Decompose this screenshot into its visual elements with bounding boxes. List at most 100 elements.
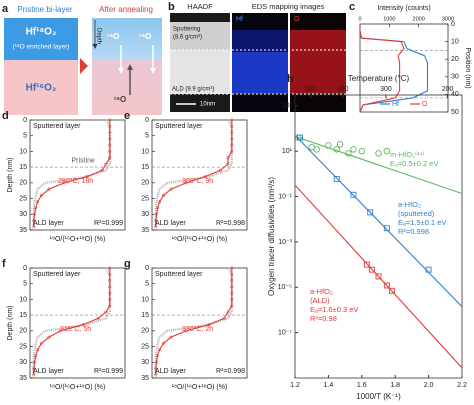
series-annotation: Eₐ=0.5±0.2 eV	[390, 159, 438, 168]
y-tick-label: 10³	[282, 103, 293, 110]
y-tick-label: 30	[19, 359, 27, 366]
y-tick-label: 0	[145, 265, 149, 272]
y-tick-label: 15	[19, 164, 27, 171]
data-point	[363, 261, 370, 268]
hf-band	[232, 30, 288, 52]
y-tick-label: 10	[141, 148, 149, 155]
layer-bottom	[4, 60, 78, 115]
arrow-label: ¹⁸O	[107, 32, 120, 41]
y-tick-label: 10	[141, 296, 149, 303]
panel-title: Pristine bi-layer	[17, 5, 72, 14]
arrowhead	[150, 68, 156, 74]
y-tick-label: 5	[145, 281, 149, 288]
y-tick-label: 35	[19, 375, 27, 382]
series-annotation: Eₐ=1.6±0.3 eV	[310, 305, 358, 314]
y-tick-label: 0	[451, 21, 455, 28]
data-point	[47, 187, 51, 191]
data-point	[36, 348, 40, 352]
data-point	[62, 181, 66, 185]
data-point	[108, 279, 112, 283]
data-point	[230, 285, 234, 289]
data-point	[108, 291, 112, 295]
x-tick-label: 1.6	[357, 382, 367, 389]
x2-tick-label: 200	[442, 86, 454, 93]
data-point	[333, 146, 341, 153]
arrow	[80, 58, 88, 74]
top-label: Sputtered layer	[33, 123, 81, 130]
series-annotation: m-HfO₂⁽²⁴⁾	[390, 150, 425, 159]
y-tick-label: 25	[141, 343, 149, 350]
data-point	[108, 297, 112, 301]
r2: R²=0.998	[216, 368, 245, 375]
y-axis-label: Depth (nm)	[7, 305, 14, 340]
x-tick-label: 1.4	[324, 382, 334, 389]
x-tick-label: 1000	[383, 16, 395, 22]
plot-frame	[29, 119, 126, 231]
x-tick-label: 0	[358, 16, 361, 22]
data-point	[375, 273, 382, 280]
bottom-label: ALD layer	[155, 368, 186, 375]
data-point	[230, 131, 234, 135]
scale-label: 10nm	[200, 102, 215, 108]
map-label: Hf	[236, 16, 243, 23]
data-point	[230, 297, 234, 301]
condition: 300°C, 9h	[182, 177, 213, 185]
data-point	[169, 335, 173, 339]
x-tick-label: 2.2	[457, 382, 467, 389]
y-tick-label: 15	[141, 164, 149, 171]
plot-frame	[359, 23, 449, 113]
panel-letter: b	[168, 1, 175, 13]
y-tick-label: 10⁻¹	[278, 193, 292, 200]
data-point	[155, 354, 159, 358]
arrowhead	[92, 44, 98, 49]
fit-line	[295, 135, 462, 195]
data-point	[104, 162, 108, 166]
x-axis-label: 1000/T (K⁻¹)	[356, 392, 401, 401]
data-point	[108, 131, 112, 135]
series-annotation: (sputtered)	[398, 209, 435, 218]
series-annotation: (ALD)	[310, 296, 330, 305]
data-point	[39, 193, 43, 197]
y-tick-label: 10⁻⁵	[278, 284, 292, 291]
data-point	[34, 206, 38, 210]
r2: R²=0.999	[94, 220, 123, 227]
data-point	[222, 316, 226, 320]
x-tick-label: 2.0	[424, 382, 434, 389]
layer-label: Hf¹⁸O₂	[26, 27, 57, 38]
data-point	[32, 367, 36, 371]
bottom-label: ALD layer	[33, 220, 64, 227]
data-point	[230, 266, 234, 270]
data-point	[158, 348, 162, 352]
y-tick-label: 35	[141, 375, 149, 382]
data-point	[184, 329, 188, 333]
data-point	[47, 335, 51, 339]
legend-label: O	[422, 101, 428, 108]
y-tick-label: 10	[19, 148, 27, 155]
y-tick-label: 20	[19, 180, 27, 187]
data-point	[104, 310, 108, 314]
data-point	[230, 272, 234, 276]
data-point	[158, 200, 162, 204]
data-point	[33, 360, 37, 364]
x-tick-label: 1.2	[290, 382, 300, 389]
condition: 315°C, 5h	[60, 325, 91, 333]
condition: 280°C, 18h	[58, 177, 93, 185]
data-point	[169, 187, 173, 191]
y-tick-label: 10¹	[282, 148, 293, 155]
r2: R²=0.998	[216, 220, 245, 227]
image-note: ALD (9.9 g/cm³)	[172, 87, 214, 93]
data-point	[108, 143, 112, 147]
y-tick-label: 5	[145, 133, 149, 140]
r2: R²=0.999	[94, 368, 123, 375]
data-point	[161, 193, 165, 197]
data-point	[207, 323, 211, 327]
data-point	[108, 285, 112, 289]
data-point	[154, 367, 158, 371]
y-tick-label: 30	[19, 211, 27, 218]
y-tick-label: 10	[19, 296, 27, 303]
data-point	[156, 206, 160, 210]
data-point	[33, 212, 37, 216]
data-point	[226, 162, 230, 166]
data-point	[184, 181, 188, 185]
y-tick-label: 30	[141, 211, 149, 218]
